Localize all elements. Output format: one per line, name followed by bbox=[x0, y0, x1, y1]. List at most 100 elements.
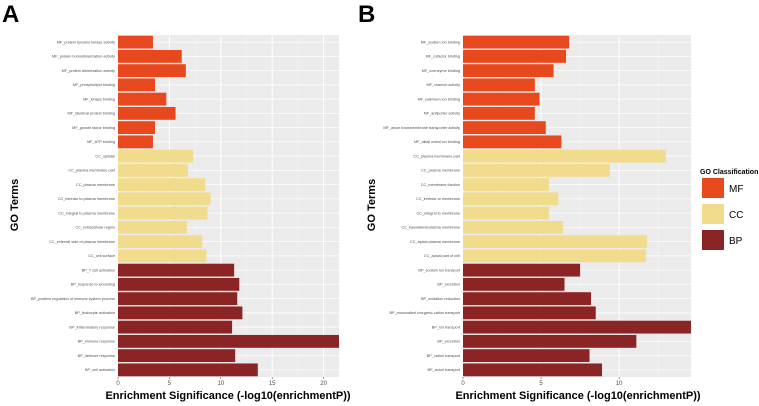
term-label: MF_kinase binding bbox=[83, 97, 115, 101]
bar-cc bbox=[463, 206, 549, 220]
term-label: BP_ion transport bbox=[432, 325, 461, 329]
term-label: BP_positive regulation of immune system … bbox=[31, 297, 115, 301]
term-label: CC_intrinsic to plasma membrane bbox=[58, 197, 115, 201]
x-ticks-b: 0 5 10 bbox=[461, 377, 623, 387]
legend: GO Classification MF CC BP bbox=[700, 169, 758, 250]
term-label: BP_sodium ion transport bbox=[418, 268, 461, 272]
bar-bp bbox=[118, 363, 258, 377]
bar-cc bbox=[118, 149, 194, 163]
bar-mf bbox=[463, 35, 570, 49]
x-axis-title-b: Enrichment Significance (-log10(enrichme… bbox=[455, 390, 700, 402]
bars-a bbox=[118, 35, 339, 377]
term-label: CC_spindle bbox=[95, 154, 115, 158]
legend-swatch-mf bbox=[702, 178, 724, 198]
x-tick-label: 10 bbox=[217, 381, 224, 387]
bar-bp bbox=[118, 292, 238, 306]
bar-bp bbox=[118, 334, 339, 348]
term-label: MF_cadmium ion binding bbox=[418, 97, 460, 101]
term-label: MF_identical protein binding bbox=[68, 112, 116, 116]
term-label: MF_alkali metal ion binding bbox=[414, 140, 460, 144]
term-label: BP_defense response bbox=[78, 354, 115, 358]
legend-swatch-bp bbox=[702, 230, 724, 250]
bar-cc bbox=[463, 192, 559, 206]
term-label: BP_oxidation reduction bbox=[421, 297, 460, 301]
bar-mf bbox=[463, 106, 535, 120]
y-axis-title-b: GO Terms bbox=[366, 179, 378, 231]
x-tick-label: 20 bbox=[320, 381, 327, 387]
bar-cc bbox=[463, 178, 549, 192]
term-label: BP_leukocyte activation bbox=[75, 311, 115, 315]
term-label: BP_cell activation bbox=[85, 368, 115, 372]
term-label: CC_intrinsic to membrane bbox=[416, 197, 460, 201]
bar-cc bbox=[118, 220, 187, 234]
bar-mf bbox=[118, 121, 156, 135]
bar-cc bbox=[463, 163, 610, 177]
term-label: BP_cation transport bbox=[427, 354, 461, 358]
bar-bp bbox=[118, 263, 235, 277]
term-label: BP_inflammatory response bbox=[69, 325, 115, 329]
plot-background-b bbox=[463, 35, 691, 377]
bar-mf bbox=[118, 78, 156, 92]
bar-mf bbox=[118, 64, 186, 78]
bar-cc bbox=[118, 235, 203, 249]
legend-swatch-cc bbox=[702, 204, 724, 224]
term-label: MF_phospholipid binding bbox=[73, 83, 115, 87]
term-label: CC_apical plasma membrane bbox=[410, 240, 460, 244]
term-label: CC_external side of plasma membrane bbox=[49, 240, 115, 244]
x-tick-label: 5 bbox=[539, 381, 543, 387]
bar-bp bbox=[463, 334, 637, 348]
bar-bp bbox=[118, 277, 240, 291]
bar-cc bbox=[463, 249, 646, 263]
bar-bp bbox=[463, 320, 691, 334]
bar-bp bbox=[118, 349, 236, 363]
bar-mf bbox=[463, 92, 540, 106]
x-tick-label: 10 bbox=[616, 381, 623, 387]
plot-background-a bbox=[118, 35, 339, 377]
term-label: CC_integral to plasma membrane bbox=[58, 211, 115, 215]
bar-mf bbox=[118, 35, 153, 49]
term-label: MF_antiporter activity bbox=[424, 112, 460, 116]
bar-bp bbox=[463, 292, 592, 306]
term-label: MF_ATP binding bbox=[87, 140, 115, 144]
x-axis-title-a: Enrichment Significance (-log10(enrichme… bbox=[105, 390, 350, 402]
term-label: MF_protein dimerization activity bbox=[62, 69, 115, 73]
bar-mf bbox=[118, 92, 167, 106]
term-label: MF_growth factor binding bbox=[72, 126, 115, 130]
bar-mf bbox=[463, 64, 554, 78]
legend-label-cc: CC bbox=[729, 210, 743, 221]
term-label: MF_protein homodimerization activity bbox=[52, 55, 115, 59]
term-label: CC_integral to membrane bbox=[417, 211, 460, 215]
bar-cc bbox=[118, 163, 188, 177]
term-label: CC_cell surface bbox=[88, 254, 115, 258]
term-label: BP_monovalent inorganic cation transport bbox=[390, 311, 461, 315]
panel-label-a: A bbox=[2, 1, 19, 28]
bar-mf bbox=[463, 121, 546, 135]
term-label: BP_excretion bbox=[437, 340, 460, 344]
bars-b bbox=[463, 35, 691, 377]
bar-bp bbox=[118, 306, 243, 320]
term-label: BP_excretion bbox=[437, 283, 460, 287]
bar-bp bbox=[463, 363, 602, 377]
term-label: BP_anion transport bbox=[427, 368, 460, 372]
panel-b: B GO Terms MF_sodium ion binding MF_cofac… bbox=[358, 1, 701, 402]
term-label: CC_plasma membrane bbox=[76, 183, 115, 187]
term-label: CC_plasma membrane part bbox=[68, 169, 116, 173]
legend-label-bp: BP bbox=[729, 236, 743, 247]
bar-cc bbox=[118, 249, 207, 263]
x-tick-label: 0 bbox=[116, 381, 120, 387]
term-label: CC_plasma membrane bbox=[421, 169, 460, 173]
bar-mf bbox=[463, 78, 535, 92]
term-label: MF_anion transmembrane transporter activ… bbox=[383, 126, 460, 130]
bar-bp bbox=[463, 277, 565, 291]
term-label: CC_membrane fraction bbox=[421, 183, 460, 187]
panel-a: A GO Terms MF_protein tyrosine kinase ac… bbox=[2, 1, 351, 402]
bar-mf bbox=[118, 106, 176, 120]
bar-cc bbox=[118, 178, 206, 192]
term-label: BP_T cell activation bbox=[82, 268, 115, 272]
term-labels-a: MF_protein tyrosine kinase activity MF_pr… bbox=[31, 40, 116, 372]
x-tick-label: 0 bbox=[461, 381, 465, 387]
term-label: BP_response to wounding bbox=[71, 283, 115, 287]
bar-cc bbox=[463, 235, 648, 249]
bar-mf bbox=[118, 135, 153, 149]
